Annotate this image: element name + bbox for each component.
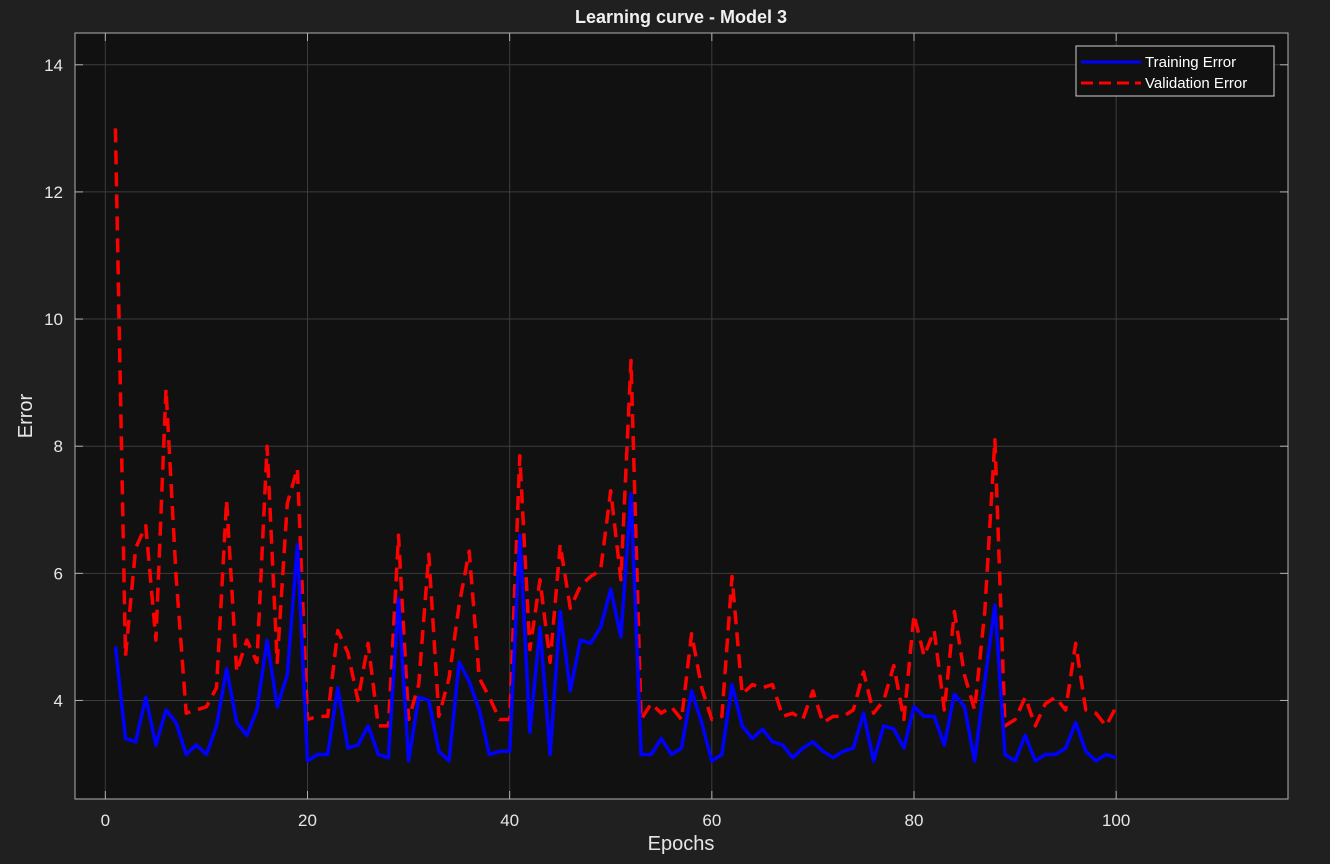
plot-area [75,33,1288,799]
y-tick-label: 14 [44,56,63,75]
x-tick-label: 60 [702,811,721,830]
series-layer [113,128,1118,763]
legend-label-training-error: Training Error [1145,54,1236,71]
series-line-training-error [113,492,1117,763]
y-tick-label: 12 [44,183,63,202]
x-tick-label: 80 [905,811,924,830]
x-tick-label: 40 [500,811,519,830]
chart-title: Learning curve - Model 3 [575,7,787,27]
x-axis-label: Epochs [648,833,715,855]
x-tick-label: 100 [1102,811,1130,830]
y-tick-label: 6 [54,564,63,583]
legend-box [1075,45,1275,97]
x-tick-label: 0 [101,811,110,830]
x-tick-label: 20 [298,811,317,830]
legend: Training Error Validation Error [1075,45,1275,97]
ticks: 0 20 40 60 80 100 4 6 8 10 12 14 [44,33,1288,830]
axes-frame [74,32,1289,800]
y-axis-label: Error [15,393,37,438]
legend-label-validation-error: Validation Error [1145,75,1247,92]
y-tick-label: 4 [54,691,63,710]
series-line-validation-error [113,128,1118,728]
grid [75,33,1288,799]
y-tick-label: 10 [44,310,63,329]
y-tick-label: 8 [54,437,63,456]
